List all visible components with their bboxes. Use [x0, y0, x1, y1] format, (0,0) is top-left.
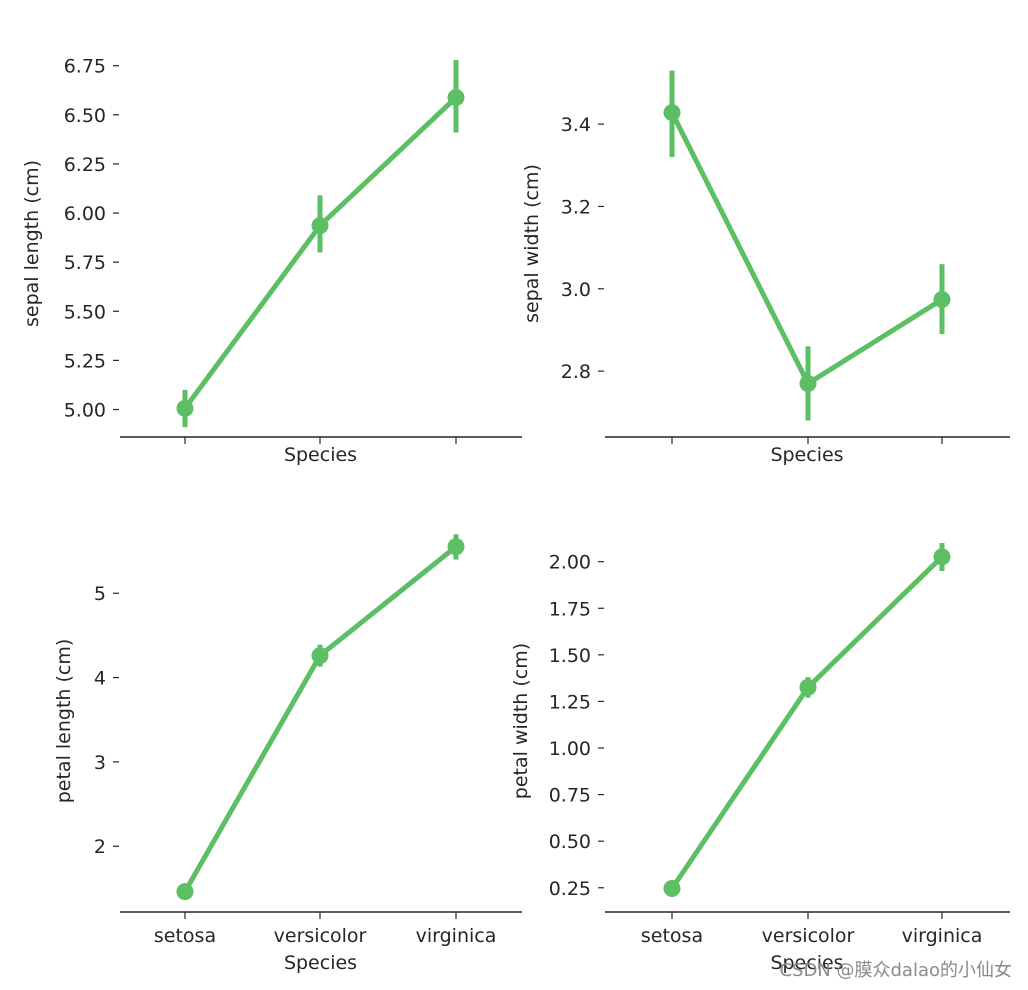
bottom-right-point-virginica — [933, 548, 951, 566]
top-left-y-tick-label: 5.50 — [64, 301, 106, 323]
bottom-right-y-tick-label: 0.25 — [549, 878, 591, 900]
bottom-left-series-line — [182, 544, 458, 893]
top-right-point-setosa — [663, 104, 681, 122]
top-left-x-axis-label: Species — [284, 444, 357, 466]
top-right-y-tick-label: 3.4 — [561, 114, 591, 136]
bottom-right-y-tick-label: 0.50 — [549, 831, 591, 853]
bottom-right-point-versicolor — [799, 678, 817, 696]
bottom-left-y-tick-label: 4 — [94, 668, 106, 690]
top-right-y-tick-label: 3.0 — [561, 279, 591, 301]
bottom-left-point-virginica — [447, 538, 465, 556]
bottom-left-x-tick-label: virginica — [416, 925, 497, 947]
top-left-y-tick-label: 6.50 — [64, 105, 106, 127]
watermark: CSDN @膜众dalao的小仙女 — [779, 960, 1012, 981]
top-left-series-line — [182, 95, 458, 410]
top-left-point-setosa — [176, 399, 194, 417]
top-left-y-tick-label: 6.00 — [64, 203, 106, 225]
bottom-right-y-tick-label: 0.75 — [549, 785, 591, 807]
bottom-left-point-versicolor — [311, 647, 329, 665]
top-right-x-axis-label: Species — [770, 444, 843, 466]
bottom-left-y-tick-label: 5 — [94, 583, 106, 605]
bottom-right-x-tick-label: virginica — [902, 925, 983, 947]
bottom-right-y-tick-label: 2.00 — [549, 552, 591, 574]
bottom-right-y-tick-label: 1.00 — [549, 738, 591, 760]
top-right-point-versicolor — [799, 374, 817, 392]
top-left-y-tick-label: 5.25 — [64, 350, 106, 372]
top-left-y-tick-label: 5.00 — [64, 399, 106, 421]
bottom-right-y-axis-label: petal width (cm) — [510, 643, 532, 799]
bottom-right-y-tick-label: 1.25 — [549, 691, 591, 713]
bottom-left-x-axis-label: Species — [284, 952, 357, 974]
top-left-y-axis-label: sepal length (cm) — [21, 160, 43, 327]
top-left-point-versicolor — [311, 217, 329, 235]
bottom-left-y-tick-label: 3 — [94, 752, 106, 774]
bottom-right-x-tick-label: setosa — [641, 925, 703, 947]
bottom-right-x-tick-label: versicolor — [762, 925, 855, 947]
bottom-left-y-axis-label: petal length (cm) — [53, 639, 75, 804]
bottom-left-y-tick-label: 2 — [94, 836, 106, 858]
top-left-y-tick-label: 6.25 — [64, 154, 106, 176]
bottom-left-x-tick-label: versicolor — [274, 925, 367, 947]
bottom-left-x-tick-label: setosa — [154, 925, 216, 947]
top-right-y-axis-label: sepal width (cm) — [521, 164, 543, 323]
bottom-left-point-setosa — [176, 883, 194, 901]
bottom-right-x-axis-label: Species — [770, 952, 843, 974]
top-right-point-virginica — [933, 290, 951, 308]
top-left-y-tick-label: 5.75 — [64, 252, 106, 274]
top-right-series-line — [669, 111, 944, 386]
bottom-right-y-tick-label: 1.50 — [549, 645, 591, 667]
top-right-y-tick-label: 3.2 — [561, 196, 591, 218]
bottom-right-series-line — [669, 555, 944, 890]
bottom-right-point-setosa — [663, 880, 681, 898]
top-right-y-tick-label: 2.8 — [561, 361, 591, 383]
top-left-point-virginica — [447, 89, 465, 107]
top-left-y-tick-label: 6.75 — [64, 56, 106, 78]
bottom-right-y-tick-label: 1.75 — [549, 598, 591, 620]
